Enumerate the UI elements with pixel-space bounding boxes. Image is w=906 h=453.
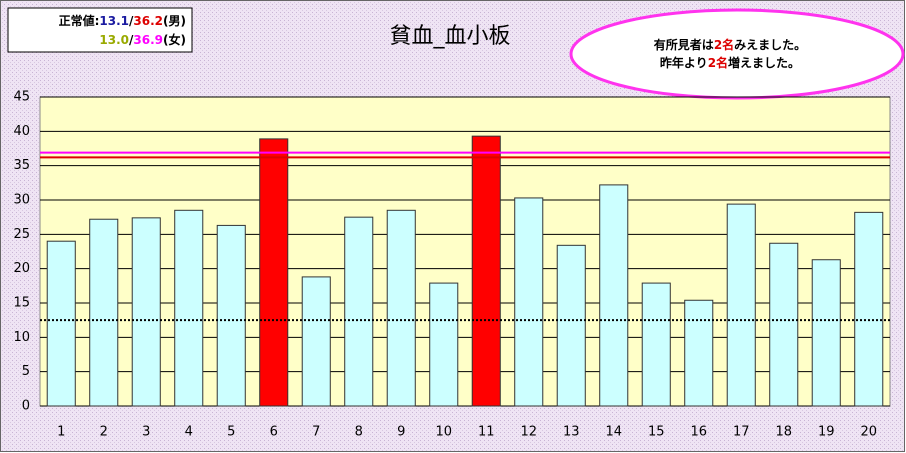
legend-text-part: (男)	[163, 14, 186, 28]
bar	[89, 218, 119, 407]
x-tick-label: 19	[818, 425, 835, 440]
annotation-text-part: 有所見者は	[654, 37, 714, 52]
legend-text-part: 13.1	[99, 14, 129, 28]
plot-area	[39, 96, 891, 407]
x-tick-label: 9	[397, 425, 405, 440]
x-tick-label: 10	[435, 425, 452, 440]
bar	[471, 135, 501, 407]
y-tick-label: 40	[13, 124, 30, 139]
y-tick-label: 45	[13, 90, 30, 105]
bar	[174, 209, 204, 407]
annotation-text: 昨年より2名増えました。	[660, 55, 800, 70]
annotation-text-part: みえました。	[734, 38, 806, 52]
legend-text-part: 正常値:	[59, 13, 100, 28]
bar	[216, 224, 246, 407]
x-tick-label: 20	[860, 425, 877, 440]
bar	[131, 217, 161, 407]
x-tick-label: 11	[478, 425, 495, 440]
bar	[641, 282, 671, 407]
y-tick-label: 10	[13, 330, 30, 345]
annotation-text-part: 増えました。	[728, 55, 800, 70]
x-tick-label: 1	[57, 425, 65, 440]
legend-text-part: 36.2	[133, 14, 163, 28]
annotation-text: 有所見者は2名みえました。	[654, 37, 806, 52]
x-tick-label: 13	[563, 425, 580, 440]
legend-text-part: /	[129, 14, 134, 28]
bar	[386, 209, 416, 407]
legend-text-part: /	[129, 33, 134, 47]
bar	[556, 244, 586, 407]
legend-box	[7, 7, 193, 53]
x-tick-label: 3	[142, 425, 150, 440]
x-tick-label: 6	[270, 425, 278, 440]
annotation-text-part: 2名	[708, 55, 728, 70]
annotation-text-part: 昨年より	[660, 55, 708, 70]
bar	[429, 282, 459, 407]
bar	[301, 276, 331, 407]
x-tick-label: 5	[227, 425, 235, 440]
legend-text-part: (女)	[163, 32, 186, 47]
y-tick-label: 20	[13, 261, 30, 276]
x-tick-label: 12	[520, 425, 537, 440]
y-tick-label: 0	[22, 399, 30, 414]
legend-text-part: 36.9	[133, 33, 163, 47]
legend-text: 13.0/36.9(女)	[99, 32, 186, 47]
bar	[769, 242, 799, 407]
y-tick-label: 15	[13, 296, 30, 311]
x-tick-label: 7	[312, 425, 320, 440]
x-tick-label: 16	[690, 425, 707, 440]
x-tick-label: 2	[100, 425, 108, 440]
x-tick-label: 18	[775, 425, 792, 440]
legend-text: 正常値:13.1/36.2(男)	[59, 13, 186, 28]
bar	[46, 240, 76, 407]
y-tick-label: 5	[22, 364, 30, 379]
y-tick-label: 25	[13, 227, 30, 242]
bar	[726, 203, 756, 407]
x-tick-label: 15	[648, 425, 665, 440]
bar	[684, 299, 714, 407]
x-tick-label: 17	[733, 425, 750, 440]
annotation-ellipse	[569, 8, 905, 100]
annotation-text-part: 2名	[714, 37, 734, 52]
bar	[259, 138, 289, 407]
x-tick-label: 8	[355, 425, 363, 440]
bar	[514, 197, 544, 407]
y-tick-label: 35	[13, 158, 30, 173]
x-tick-label: 4	[185, 425, 193, 440]
x-tick-label: 14	[605, 425, 622, 440]
bar	[811, 259, 841, 407]
chart-title: 貧血_血小板	[389, 24, 510, 49]
bar	[599, 184, 629, 407]
legend-text-part: 13.0	[99, 33, 129, 47]
bar	[854, 211, 884, 407]
bar	[344, 216, 374, 407]
y-tick-label: 30	[13, 193, 30, 208]
